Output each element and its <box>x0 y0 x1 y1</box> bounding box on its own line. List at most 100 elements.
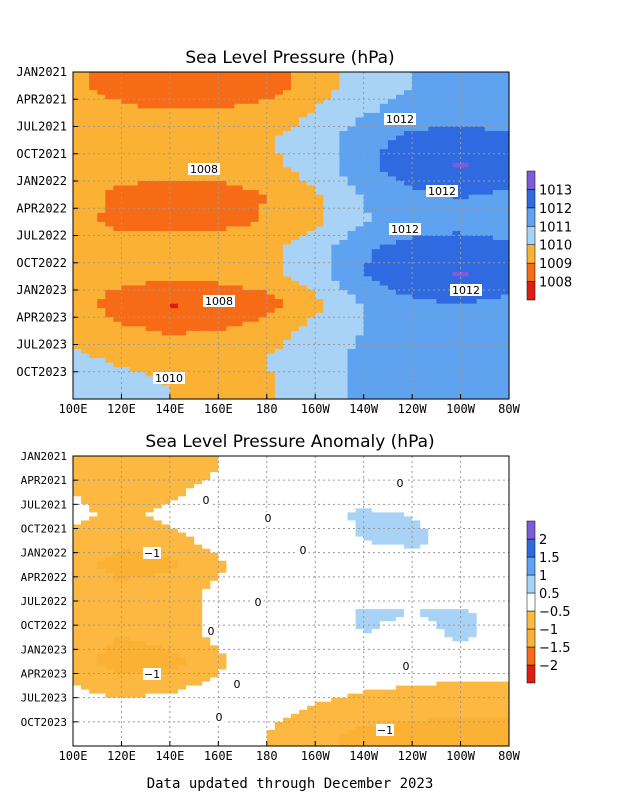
field-cell <box>492 385 502 391</box>
field-cell <box>145 496 155 501</box>
field-cell <box>202 90 211 96</box>
field-cell <box>145 464 155 469</box>
field-cell <box>210 468 219 473</box>
field-cell <box>331 90 341 96</box>
field-cell <box>371 103 381 109</box>
field-cell <box>339 488 349 493</box>
field-cell <box>194 99 203 105</box>
field-cell <box>315 121 324 128</box>
field-cell <box>186 326 195 332</box>
field-cell <box>436 121 445 128</box>
field-cell <box>484 512 494 518</box>
field-cell <box>161 230 171 237</box>
field-cell <box>460 496 470 501</box>
field-cell <box>97 149 106 155</box>
field-cell <box>404 76 413 82</box>
field-cell <box>444 317 454 323</box>
field-cell <box>412 108 421 114</box>
field-cell <box>436 385 445 391</box>
field-cell <box>153 271 163 277</box>
field-cell <box>210 358 219 364</box>
field-cell <box>242 258 252 264</box>
field-cell <box>282 303 292 309</box>
field-cell <box>73 190 82 196</box>
field-cell <box>153 317 163 323</box>
field-cell <box>291 389 300 396</box>
field-cell <box>331 504 341 509</box>
field-cell <box>428 389 437 396</box>
field-cell <box>476 303 486 309</box>
field-cell <box>73 199 82 205</box>
field-cell <box>250 480 260 485</box>
field-cell <box>315 217 324 223</box>
field-cell <box>428 394 437 400</box>
field-cell <box>121 480 131 485</box>
field-cell <box>226 349 236 355</box>
field-cell <box>444 81 454 87</box>
field-cell <box>460 312 470 318</box>
colorbar-swatch <box>526 170 536 190</box>
field-cell <box>242 321 252 327</box>
field-cell <box>436 339 445 346</box>
field-cell <box>186 221 195 228</box>
field-cell <box>153 367 163 373</box>
field-cell <box>412 335 421 341</box>
field-cell <box>242 335 252 341</box>
field-cell <box>161 285 171 291</box>
field-cell <box>202 217 211 223</box>
field-cell <box>145 344 155 350</box>
field-cell <box>323 520 332 526</box>
field-cell <box>137 99 147 105</box>
field-cell <box>307 149 316 155</box>
field-cell <box>153 149 163 155</box>
field-cell <box>355 221 365 228</box>
field-cell <box>395 85 405 91</box>
colorbar-swatch <box>526 226 536 245</box>
field-cell <box>452 380 462 386</box>
field-cell <box>355 472 365 477</box>
field-cell <box>81 249 90 255</box>
field-cell <box>428 312 437 318</box>
field-cell <box>484 85 494 91</box>
field-cell <box>73 389 82 396</box>
field-cell <box>323 321 332 327</box>
field-cell <box>226 244 236 250</box>
field-cell <box>500 90 510 96</box>
field-cell <box>323 94 332 100</box>
field-cell <box>339 108 349 114</box>
field-cell <box>299 140 308 146</box>
field-cell <box>460 349 470 355</box>
field-cell <box>89 380 98 386</box>
field-cell <box>266 456 276 461</box>
field-cell <box>323 226 332 232</box>
field-cell <box>371 367 381 373</box>
field-cell <box>452 312 462 318</box>
field-cell <box>121 376 131 382</box>
field-cell <box>121 72 131 78</box>
field-cell <box>73 181 82 187</box>
field-cell <box>331 126 341 132</box>
field-cell <box>299 508 308 513</box>
field-cell <box>274 512 284 518</box>
field-cell <box>395 496 405 501</box>
field-cell <box>258 468 268 473</box>
field-cell <box>444 244 454 250</box>
field-cell <box>153 135 163 141</box>
field-cell <box>105 212 114 218</box>
field-cell <box>177 271 187 277</box>
field-cell <box>307 99 316 105</box>
field-cell <box>274 108 284 114</box>
field-cell <box>347 90 357 96</box>
field-cell <box>291 140 300 146</box>
field-cell <box>323 472 332 477</box>
field-cell <box>395 516 405 522</box>
field-cell <box>339 244 349 250</box>
field-cell <box>363 162 373 168</box>
field-cell <box>137 520 147 526</box>
field-cell <box>291 271 300 277</box>
field-cell <box>210 103 219 109</box>
field-cell <box>274 217 284 223</box>
field-cell <box>291 380 300 386</box>
field-cell <box>395 317 405 323</box>
field-cell <box>420 144 429 150</box>
